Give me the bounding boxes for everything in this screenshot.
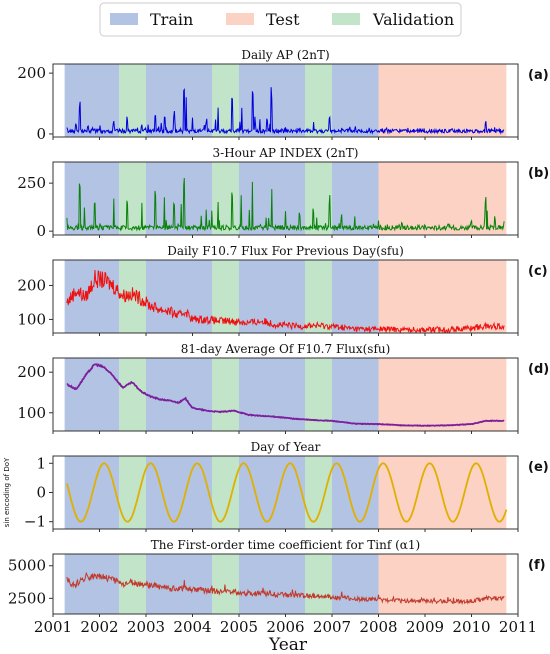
x-axis: 2001 2002 2003 2004 2005 2006 2007 2008 2009 2010… [34, 618, 537, 636]
period-train-2 [146, 456, 213, 529]
panel-title-3: 81-day Average Of F10.7 Flux(sfu) [181, 342, 391, 356]
period-train-2 [146, 64, 213, 137]
panel-label-2: (c) [528, 264, 548, 279]
y-tick-label-0-1: 200 [17, 64, 46, 82]
period-test-7 [378, 260, 507, 333]
x-tick-label-3: 2004 [173, 618, 211, 636]
period-validation-5 [305, 162, 332, 235]
period-train-4 [239, 554, 306, 614]
period-validation-5 [305, 554, 332, 614]
y-tick-label-3-0: 100 [17, 404, 46, 422]
series-line-0 [66, 87, 505, 135]
legend-swatch-test [226, 13, 254, 25]
period-train-2 [146, 260, 213, 333]
x-tick-label-10: 2011 [499, 618, 537, 636]
series-line-1 [66, 178, 505, 232]
period-train-4 [239, 456, 306, 529]
panel-title-1: 3-Hour AP INDEX (2nT) [213, 146, 359, 160]
period-validation-5 [305, 260, 332, 333]
y-tick-label-1-0: 0 [36, 222, 46, 240]
x-tick-label-5: 2006 [266, 618, 304, 636]
panel-title-4: Day of Year [251, 440, 321, 454]
x-tick-label-9: 2010 [452, 618, 490, 636]
x-axis-label: Year [268, 635, 308, 654]
legend: Train Test Validation [99, 2, 462, 37]
period-validation-5 [305, 64, 332, 137]
panel-1: 3-Hour AP INDEX (2nT) (b) 0 250 [17, 146, 549, 240]
series-line-5 [66, 571, 505, 606]
panel-title-0: Daily AP (2nT) [241, 48, 329, 62]
y-tick-label-3-1: 200 [17, 363, 46, 381]
y-tick-label-0-0: 0 [36, 125, 46, 143]
legend-swatch-validation [332, 13, 360, 25]
x-tick-label-2: 2003 [127, 618, 165, 636]
panel-4: Day of Year (e) −1 0 1 sin encoding of DoY [3, 440, 549, 532]
panel-2: Daily F10.7 Flux For Previous Day(sfu) (c… [17, 244, 548, 336]
panel-label-1: (b) [528, 166, 549, 181]
y-axis-label-4: sin encoding of DoY [3, 457, 11, 527]
period-validation-3 [212, 554, 239, 614]
period-train-6 [332, 260, 379, 333]
period-train-0 [64, 358, 120, 431]
y-tick-label-4-2: 1 [36, 454, 46, 472]
period-test-7 [378, 64, 507, 137]
legend-frame [99, 2, 462, 37]
period-validation-3 [212, 358, 239, 431]
x-tick-label-0: 2001 [34, 618, 72, 636]
y-tick-label-4-1: 0 [36, 484, 46, 502]
series-line-3 [66, 363, 505, 427]
period-train-6 [332, 64, 379, 137]
x-tick-label-6: 2007 [313, 618, 351, 636]
y-tick-label-2-0: 100 [17, 310, 46, 328]
period-test-7 [378, 456, 507, 529]
legend-swatch-train [110, 13, 138, 25]
panel-title-5: The First-order time coefficient for Tin… [151, 538, 420, 552]
y-tick-label-1-1: 250 [17, 174, 46, 192]
legend-label-test: Test [266, 10, 300, 29]
period-validation-1 [119, 358, 146, 431]
period-validation-3 [212, 162, 239, 235]
period-train-4 [239, 260, 306, 333]
period-validation-3 [212, 64, 239, 137]
panel-3: 81-day Average Of F10.7 Flux(sfu) (d) 100 2… [17, 342, 549, 434]
x-tick-label-1: 2002 [80, 618, 118, 636]
series-line-2 [66, 269, 505, 334]
panel-label-4: (e) [528, 460, 549, 475]
panel-label-0: (a) [528, 68, 549, 83]
period-train-6 [332, 554, 379, 614]
panel-5: The First-order time coefficient for Tin… [8, 538, 546, 617]
period-train-4 [239, 358, 306, 431]
panel-label-3: (d) [528, 362, 549, 377]
period-train-0 [64, 162, 120, 235]
panels: Daily AP (2nT) (a) 0 200 3-Hour AP INDEX (2n… [3, 48, 549, 617]
x-tick-label-4: 2005 [220, 618, 258, 636]
legend-label-train: Train [150, 10, 193, 29]
period-train-0 [64, 64, 120, 137]
period-test-7 [378, 554, 507, 614]
period-test-7 [378, 358, 507, 431]
panel-label-5: (f) [528, 558, 546, 573]
y-tick-label-4-0: −1 [24, 513, 46, 531]
period-train-2 [146, 554, 213, 614]
period-train-2 [146, 358, 213, 431]
y-tick-label-5-0: 2500 [8, 589, 46, 607]
period-train-6 [332, 358, 379, 431]
series-line-4 [66, 462, 508, 523]
period-test-7 [378, 162, 507, 235]
x-tick-label-7: 2008 [359, 618, 397, 636]
panel-0: Daily AP (2nT) (a) 0 200 [17, 48, 548, 143]
y-tick-label-5-1: 5000 [8, 557, 46, 575]
legend-label-validation: Validation [372, 10, 454, 29]
panel-title-2: Daily F10.7 Flux For Previous Day(sfu) [167, 244, 404, 258]
y-tick-label-2-1: 200 [17, 276, 46, 294]
x-tick-label-8: 2009 [406, 618, 444, 636]
